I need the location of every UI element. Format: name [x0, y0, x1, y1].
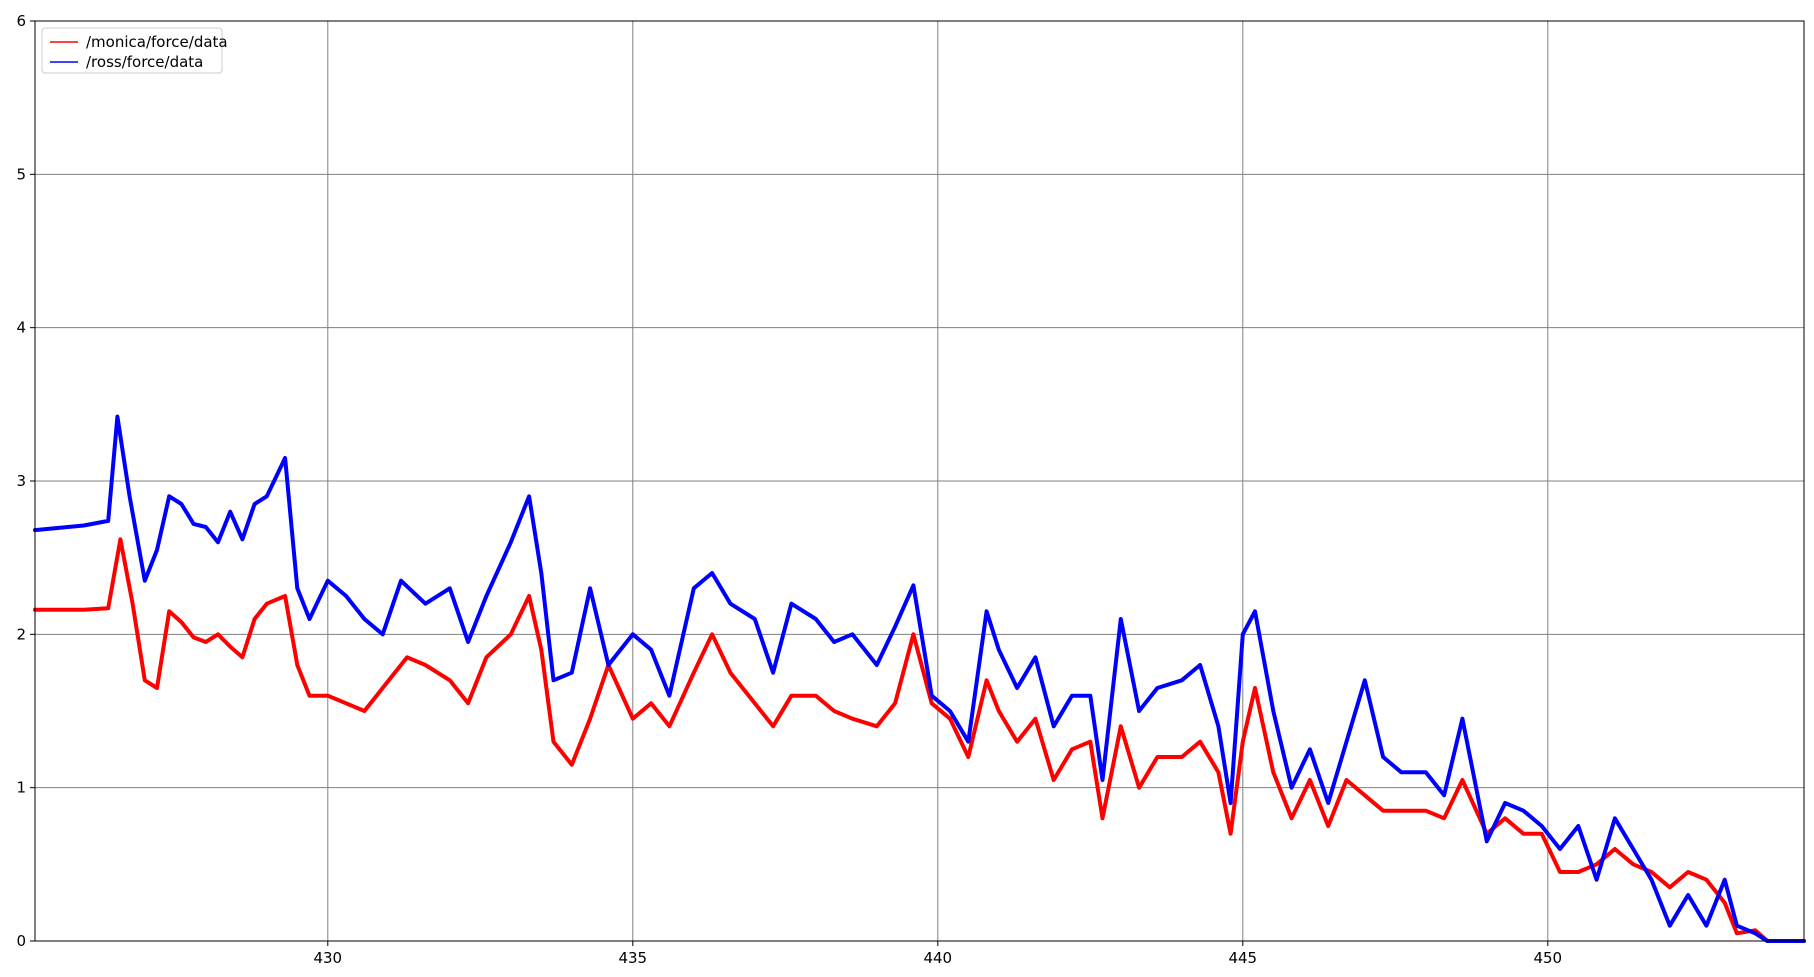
y-tick-label: 3	[16, 472, 26, 490]
x-tick-label: 450	[1533, 949, 1562, 967]
x-tick-label: 445	[1228, 949, 1257, 967]
y-tick-label: 5	[16, 165, 26, 183]
y-tick-label: 6	[16, 12, 26, 30]
legend: /monica/force/data/ross/force/data	[41, 27, 228, 74]
grid-lines	[35, 21, 1804, 941]
x-tick-label: 440	[923, 949, 952, 967]
y-tick-label: 0	[16, 932, 26, 950]
y-tick-label: 1	[16, 779, 26, 797]
x-tick-label: 430	[313, 949, 342, 967]
series-line-monica	[33, 537, 1806, 943]
series-lines	[33, 414, 1806, 943]
y-tick-label: 2	[16, 625, 26, 643]
series-line-ross	[33, 414, 1806, 943]
y-tick-label: 4	[16, 319, 26, 337]
axis-ticks: 430 435 440 445 450 0 1 2 3 4 5 6	[16, 12, 1562, 967]
legend-label: /ross/force/data	[86, 53, 203, 71]
legend-box	[41, 27, 223, 74]
legend-label: /monica/force/data	[86, 33, 228, 51]
x-tick-label: 435	[618, 949, 647, 967]
